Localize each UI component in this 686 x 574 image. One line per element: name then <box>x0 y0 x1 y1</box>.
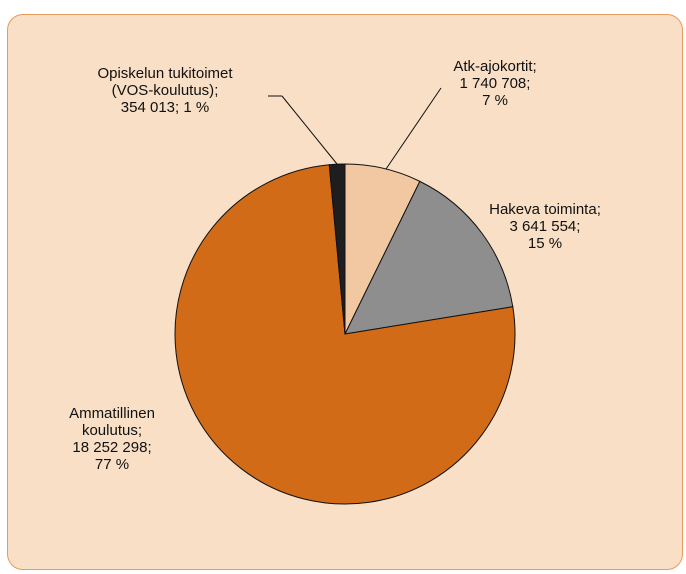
value-label: 18 252 298 <box>72 439 148 456</box>
slice-label: Atk-ajokortit; 1 740 708; 7 % <box>425 58 565 109</box>
slice-label: Opiskelun tukitoimet (VOS-koulutus); 354 … <box>60 65 270 116</box>
label-name: Opiskelun tukitoimet (VOS-koulutus); <box>80 65 250 99</box>
percent-label: 7 % <box>482 92 508 109</box>
category-name: Opiskelun tukitoimet (VOS-koulutus) <box>97 65 233 99</box>
category-name: Hakeva toiminta <box>489 201 597 218</box>
separator: ; <box>532 58 537 75</box>
label-name: Hakeva toiminta; <box>489 201 601 218</box>
leader-line <box>383 87 442 173</box>
separator: ; <box>147 439 152 456</box>
category-name: Ammatillinen koulutus <box>69 405 155 439</box>
label-name: Ammatillinen koulutus; <box>62 405 162 439</box>
leader-line <box>281 95 338 165</box>
slice-label: Ammatillinen koulutus; 18 252 298; 77 % <box>42 405 182 473</box>
category-name: Atk-ajokortit <box>453 58 533 75</box>
slice-label: Hakeva toiminta; 3 641 554; 15 % <box>470 201 620 252</box>
value-label: 3 641 554 <box>509 218 577 235</box>
percent-label: 15 % <box>527 235 563 252</box>
separator: ; <box>596 201 601 218</box>
value-label: 354 013 <box>120 99 176 116</box>
value-label: 1 740 708 <box>459 75 527 92</box>
separator: ; <box>175 99 180 116</box>
pie-slice <box>344 180 514 335</box>
separator: ; <box>214 82 219 99</box>
separator: ; <box>526 75 531 92</box>
pie-slice <box>174 164 516 505</box>
separator: ; <box>576 218 581 235</box>
percent-label: 77 % <box>94 456 130 473</box>
percent-label: 1 % <box>183 99 210 116</box>
separator: ; <box>137 422 143 439</box>
label-name: Atk-ajokortit; <box>453 58 536 75</box>
pie-slice <box>328 163 346 335</box>
